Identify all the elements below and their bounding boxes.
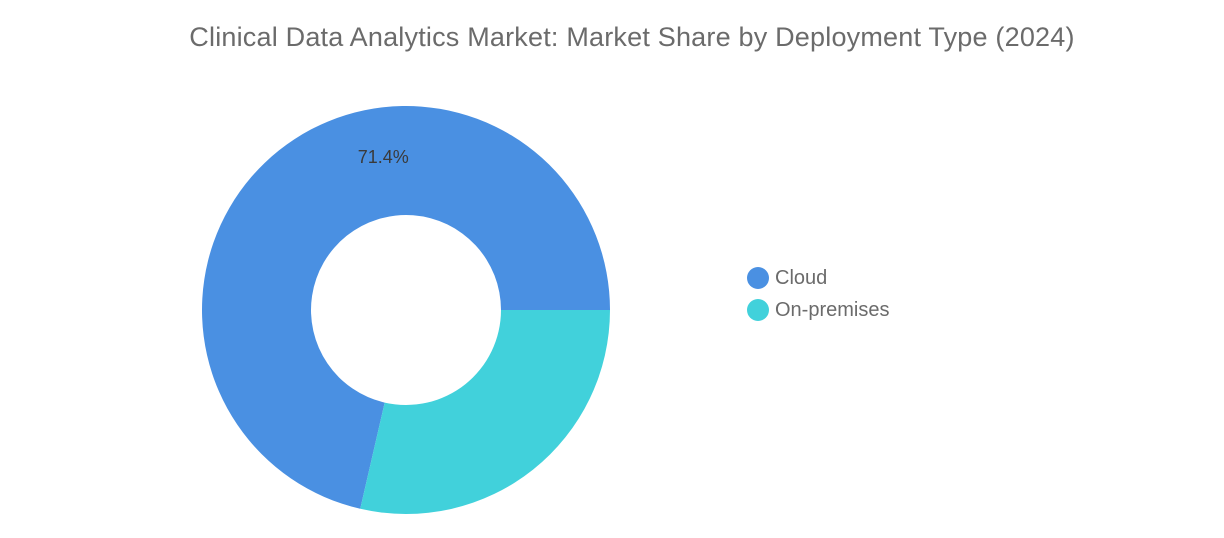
slice-on-premises[interactable]: [360, 310, 610, 515]
data-label-cloud: 71.4%: [358, 147, 409, 167]
slices-group: [202, 106, 610, 515]
legend-swatch-on-premises: [747, 299, 769, 321]
chart-legend: Cloud On-premises: [747, 262, 889, 326]
legend-swatch-cloud: [747, 267, 769, 289]
legend-item-cloud[interactable]: Cloud: [747, 262, 889, 294]
data-labels-group: 71.4%: [358, 147, 409, 167]
legend-label-cloud: Cloud: [775, 266, 828, 289]
legend-item-on-premises[interactable]: On-premises: [747, 294, 889, 326]
chart-title: Clinical Data Analytics Market: Market S…: [189, 22, 1075, 52]
slice-cloud[interactable]: [202, 106, 610, 509]
legend-label-on-premises: On-premises: [775, 298, 890, 321]
